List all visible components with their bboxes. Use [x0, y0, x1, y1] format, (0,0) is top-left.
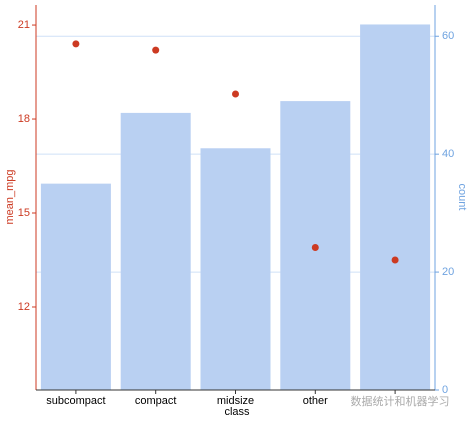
y-tick-label: 12	[18, 301, 30, 313]
bar	[360, 24, 431, 390]
y2-tick-label: 60	[442, 30, 454, 42]
point	[72, 40, 80, 48]
y2-tick-label: 0	[442, 384, 448, 396]
y-tick-label: 21	[18, 19, 30, 31]
y2-tick-label: 40	[442, 148, 454, 160]
point	[311, 243, 319, 251]
y2-axis-title: count	[456, 184, 468, 211]
point	[232, 90, 239, 98]
y2-tick-label: 20	[442, 266, 454, 278]
bar	[120, 112, 191, 390]
x-tick-label: subcompact	[46, 395, 105, 407]
x-tick-label: compact	[135, 395, 177, 407]
x-tick-label: other	[303, 395, 328, 407]
y-axis-title: mean_mpg	[4, 169, 16, 224]
point	[391, 256, 399, 264]
x-tick-label: midsize	[217, 395, 254, 407]
watermark: 数据统计和机器学习	[351, 394, 450, 408]
x-axis-title: class	[224, 406, 250, 418]
y-tick-label: 18	[18, 113, 30, 125]
y-tick-label: 15	[18, 207, 30, 219]
bar	[40, 183, 111, 390]
bar	[200, 148, 271, 390]
point	[152, 46, 160, 54]
